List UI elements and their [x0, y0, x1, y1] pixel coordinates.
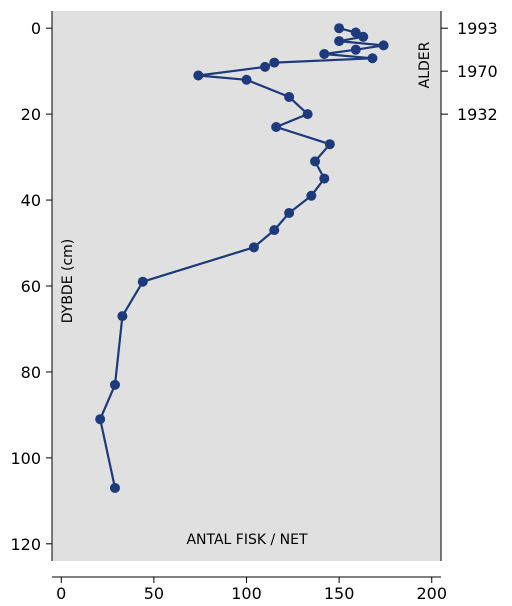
data-point	[350, 27, 361, 38]
y-tick-label: 120	[10, 535, 41, 554]
data-point	[284, 91, 295, 102]
x-tick-label: 150	[324, 584, 355, 603]
age-tick-label: 1932	[457, 105, 498, 124]
data-point	[302, 109, 313, 120]
series-layer	[95, 23, 389, 493]
y-axis-title: DYBDE (cm)	[60, 239, 76, 324]
data-point	[109, 379, 120, 390]
right-axis-title: ALDER	[417, 41, 433, 88]
data-point	[117, 311, 128, 322]
data-point	[269, 225, 280, 236]
data-point	[271, 122, 282, 133]
x-tick-label: 200	[416, 584, 447, 603]
data-point	[95, 414, 106, 425]
x-tick-label: 0	[56, 584, 66, 603]
x-tick-label: 100	[231, 584, 262, 603]
data-point	[358, 31, 369, 42]
plot-background	[52, 11, 441, 561]
data-point	[109, 482, 120, 493]
data-point	[193, 70, 204, 81]
data-point	[241, 74, 252, 85]
y-tick-label: 0	[31, 19, 41, 38]
y-tick-label: 20	[21, 105, 41, 124]
data-point	[284, 207, 295, 218]
y-tick-label: 40	[21, 191, 41, 210]
data-point	[334, 36, 345, 47]
data-point	[350, 44, 361, 55]
data-point	[324, 139, 335, 150]
data-point	[269, 57, 280, 68]
data-point	[306, 190, 317, 201]
data-point	[260, 61, 271, 72]
data-point	[248, 242, 259, 253]
data-point	[367, 53, 378, 64]
y-tick-label: 80	[21, 363, 41, 382]
data-point	[378, 40, 389, 51]
axes	[46, 11, 448, 583]
data-point	[137, 276, 148, 287]
data-point	[334, 23, 345, 34]
x-axis-title: ANTAL FISK / NET	[186, 532, 308, 548]
x-tick-label: 50	[144, 584, 164, 603]
labels: 0 20 40 60 80 100 120 0 50 100 150 200 1993 1970 1932	[10, 19, 497, 603]
age-tick-label: 1993	[457, 19, 498, 38]
y-tick-label: 60	[21, 277, 41, 296]
data-point	[319, 173, 330, 184]
data-point	[319, 48, 330, 59]
y-tick-label: 100	[10, 449, 41, 468]
data-point	[310, 156, 321, 167]
age-tick-label: 1970	[457, 62, 498, 81]
